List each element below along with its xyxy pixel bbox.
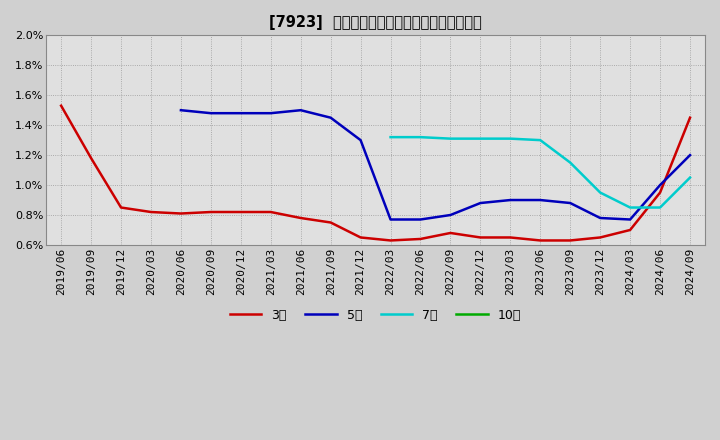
- 3年: [326, 220, 335, 225]
- 3年: [596, 235, 605, 240]
- 3年: [236, 209, 245, 215]
- Line: 7年: 7年: [390, 137, 690, 208]
- 7年: [506, 136, 515, 141]
- 3年: [566, 238, 575, 243]
- 5年: [386, 217, 395, 222]
- 7年: [656, 205, 665, 210]
- 5年: [566, 200, 575, 205]
- 3年: [476, 235, 485, 240]
- 5年: [207, 110, 215, 116]
- 5年: [356, 138, 365, 143]
- 5年: [236, 110, 245, 116]
- 3年: [176, 211, 185, 216]
- 5年: [536, 198, 544, 203]
- 5年: [446, 213, 455, 218]
- 7年: [416, 135, 425, 140]
- 3年: [57, 103, 66, 108]
- 3年: [506, 235, 515, 240]
- 5年: [626, 217, 634, 222]
- 7年: [476, 136, 485, 141]
- 3年: [626, 227, 634, 233]
- 3年: [207, 209, 215, 215]
- 3年: [147, 209, 156, 215]
- 5年: [506, 198, 515, 203]
- 5年: [685, 153, 694, 158]
- 7年: [446, 136, 455, 141]
- 5年: [416, 217, 425, 222]
- 5年: [476, 200, 485, 205]
- 7年: [685, 175, 694, 180]
- 3年: [356, 235, 365, 240]
- 3年: [536, 238, 544, 243]
- 5年: [596, 215, 605, 220]
- 5年: [326, 115, 335, 120]
- 3年: [386, 238, 395, 243]
- 7年: [626, 205, 634, 210]
- Line: 3年: 3年: [61, 106, 690, 241]
- 3年: [685, 115, 694, 120]
- 3年: [297, 215, 305, 220]
- 5年: [297, 107, 305, 113]
- 3年: [266, 209, 275, 215]
- Title: [7923]  当期純利益マージンの標準偏差の推移: [7923] 当期純利益マージンの標準偏差の推移: [269, 15, 482, 30]
- 3年: [117, 205, 125, 210]
- 3年: [656, 190, 665, 195]
- 3年: [446, 230, 455, 235]
- 7年: [386, 135, 395, 140]
- 5年: [656, 183, 665, 188]
- 3年: [416, 236, 425, 242]
- 5年: [266, 110, 275, 116]
- 7年: [596, 190, 605, 195]
- 3年: [86, 155, 95, 161]
- 7年: [566, 160, 575, 165]
- 7年: [536, 138, 544, 143]
- Line: 5年: 5年: [181, 110, 690, 220]
- 5年: [176, 107, 185, 113]
- Legend: 3年, 5年, 7年, 10年: 3年, 5年, 7年, 10年: [225, 304, 526, 327]
